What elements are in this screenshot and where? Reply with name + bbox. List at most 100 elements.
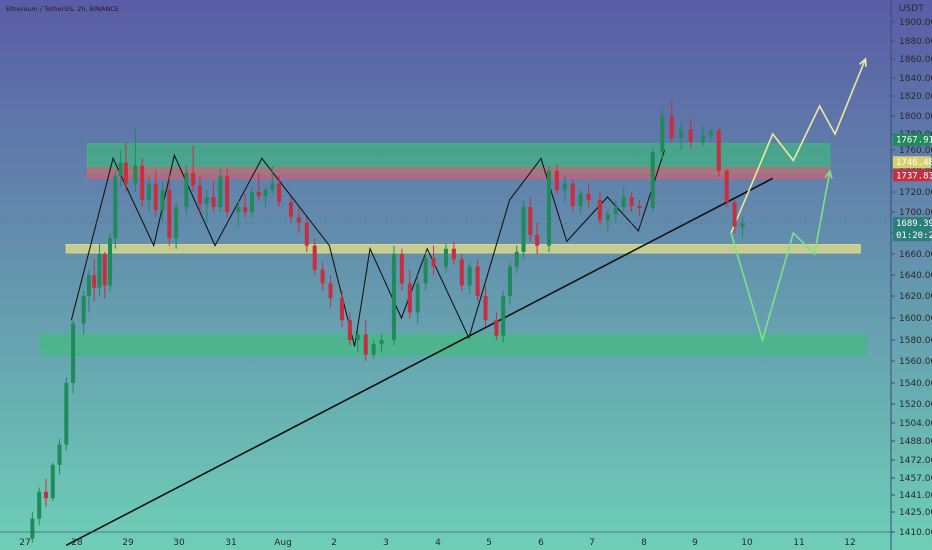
candle-body-7 [81, 296, 86, 324]
projection-yellow-path-arrowhead [858, 57, 867, 68]
candle-body-25 [197, 185, 202, 204]
candle-body-68 [546, 171, 551, 246]
x-tick-label-11: 7 [589, 538, 595, 548]
candle-body-52 [415, 283, 420, 313]
ascending-trendline [65, 177, 774, 547]
candle-body-10 [97, 254, 102, 288]
x-tick-label-5: Aug [274, 538, 292, 548]
candle-body-35 [270, 183, 275, 190]
candle-body-74 [597, 200, 602, 221]
candle-body-72 [578, 194, 583, 206]
y-tick-label-14: 1660.00 [899, 250, 932, 260]
y-tick-label-16: 1700.00 [899, 208, 932, 218]
candle-body-85 [700, 135, 705, 142]
candle-body-61 [494, 320, 499, 336]
candle-body-3 [50, 464, 55, 499]
candle-body-19 [153, 183, 158, 210]
candle-body-83 [679, 129, 684, 138]
candle-body-0 [30, 518, 35, 539]
price-tag-red-bg [893, 169, 931, 182]
candle-body-45 [355, 334, 360, 340]
candle-body-24 [191, 173, 196, 186]
x-tick-label-7: 3 [383, 538, 389, 548]
y-tick-label-9: 1560.00 [899, 357, 932, 367]
projection-green-path-arrowhead [824, 169, 833, 179]
candle-body-37 [288, 202, 293, 218]
y-tick-label-5: 1488.00 [899, 437, 932, 447]
y-tick-label-4: 1472.00 [899, 456, 932, 466]
candle-body-43 [339, 298, 344, 321]
candle-body-56 [451, 248, 456, 260]
candle-body-26 [204, 197, 209, 204]
candle-body-46 [363, 334, 368, 355]
x-tick-label-0: 27 [19, 538, 30, 548]
candle-body-32 [249, 192, 254, 212]
y-tick-label-21: 1800.00 [899, 112, 932, 122]
candle-body-4 [57, 444, 62, 465]
candle-body-23 [184, 173, 189, 207]
candle-body-53 [423, 258, 428, 284]
x-tick-label-8: 4 [435, 538, 441, 548]
chart-title: Ethereum / TetherUS, 2h, BINANCE [6, 5, 119, 13]
candle-body-2 [43, 491, 48, 499]
candle-body-9 [92, 275, 97, 288]
candle-body-49 [391, 254, 396, 340]
zone-yellow-2 [65, 244, 861, 254]
candle-body-36 [277, 183, 282, 202]
price-tag-countdown: 01:20:28 [896, 231, 932, 241]
candle-body-30 [236, 207, 241, 212]
x-tick-label-3: 30 [173, 538, 185, 548]
x-tick-label-14: 10 [741, 538, 753, 548]
candle-body-55 [443, 248, 448, 267]
y-tick-label-6: 1504.00 [899, 419, 932, 429]
x-tick-label-4: 31 [225, 538, 236, 548]
candle-body-38 [296, 217, 301, 223]
candle-body-77 [621, 197, 626, 207]
candle-body-87 [716, 130, 721, 171]
x-tick-label-1: 28 [71, 538, 83, 548]
candle-body-73 [586, 194, 591, 200]
candle-body-82 [669, 116, 674, 138]
candle-body-17 [140, 165, 145, 200]
candle-body-33 [256, 192, 261, 196]
x-tick-label-16: 12 [844, 538, 855, 548]
candle-body-50 [399, 254, 404, 284]
y-tick-label-1: 1425.00 [899, 508, 932, 518]
candle-body-57 [459, 259, 464, 286]
candle-body-44 [347, 320, 352, 340]
candle-body-14 [118, 162, 123, 177]
candle-body-79 [637, 206, 642, 208]
candle-body-90 [740, 223, 745, 227]
candle-body-67 [535, 235, 540, 246]
y-tick-label-17: 1720.00 [899, 188, 932, 198]
candle-body-34 [263, 189, 268, 196]
candle-body-70 [562, 183, 567, 190]
y-tick-label-19: 1760.00 [899, 146, 932, 156]
candle-body-71 [570, 183, 575, 206]
x-tick-label-6: 2 [331, 538, 337, 548]
price-tag-zone-top-bg [893, 133, 931, 146]
candle-body-41 [320, 269, 325, 284]
x-tick-label-12: 8 [641, 538, 647, 548]
candle-body-6 [71, 323, 76, 383]
y-tick-label-22: 1820.00 [899, 92, 932, 102]
y-tick-label-0: 1410.00 [899, 528, 932, 538]
y-tick-label-8: 1540.00 [899, 379, 932, 389]
candle-body-60 [483, 296, 488, 321]
candle-body-13 [113, 176, 118, 239]
y-tick-label-26: 1900.00 [899, 18, 932, 28]
candle-body-28 [218, 176, 223, 207]
candle-body-18 [146, 183, 151, 200]
projection-green-path [730, 170, 831, 343]
candle-body-48 [379, 340, 384, 345]
price-tag-zone-top: 1767.91 [896, 136, 932, 146]
y-tick-label-13: 1640.00 [899, 271, 932, 281]
candle-body-1 [37, 491, 42, 519]
price-tag-yellow-bg [893, 156, 931, 169]
candle-body-29 [225, 176, 230, 212]
candle-body-51 [407, 283, 412, 313]
y-tick-label-10: 1580.00 [899, 336, 932, 346]
x-tick-label-15: 11 [793, 538, 804, 548]
